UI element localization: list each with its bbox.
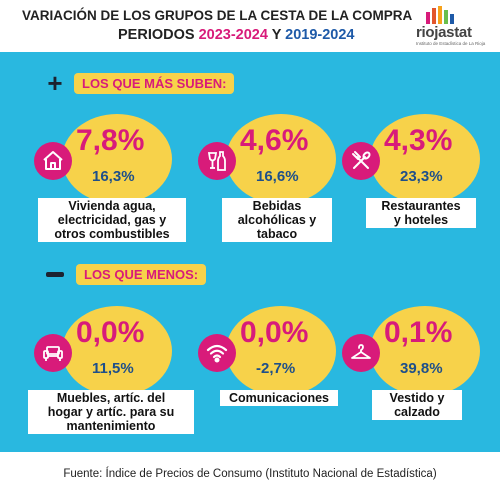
- item-bebidas: 4,6% 16,6% Bebidas alcohólicas y tabaco: [198, 114, 348, 242]
- period-long: 2019-2024: [285, 27, 355, 43]
- item-label: Vestido y calzado: [372, 390, 462, 420]
- variation-2023-2024: 4,3%: [384, 124, 453, 157]
- source-note: Fuente: Índice de Precios de Consumo (In…: [63, 468, 437, 480]
- hanger-icon: [342, 334, 380, 372]
- highlight-blob: [370, 306, 480, 396]
- item-vestido: 0,1% 39,8% Vestido y calzado: [342, 306, 492, 426]
- item-restaurantes: 4,3% 23,3% Restaurantes y hoteles: [342, 114, 492, 234]
- item-label: Bebidas alcohólicas y tabaco: [222, 198, 332, 242]
- infographic-panel: + LOS QUE MÁS SUBEN: LOS QUE MENOS: 7,8%…: [0, 52, 500, 452]
- header: VARIACIÓN DE LOS GRUPOS DE LA CESTA DE L…: [0, 0, 500, 52]
- variation-2019-2024: 23,3%: [400, 168, 443, 185]
- sofa-icon: [34, 334, 72, 372]
- highlight-blob: [62, 306, 172, 396]
- item-muebles: 0,0% 11,5% Muebles, artíc. del hogar y a…: [28, 306, 194, 434]
- logo-name: riojastat: [416, 24, 472, 41]
- minus-sign-icon: [46, 272, 64, 277]
- variation-2019-2024: 16,6%: [256, 168, 299, 185]
- highlight-blob: [370, 114, 480, 204]
- title-line-1: VARIACIÓN DE LOS GRUPOS DE LA CESTA DE L…: [22, 8, 413, 23]
- highlight-blob: [226, 114, 336, 204]
- variation-2019-2024: -2,7%: [256, 360, 296, 377]
- item-label: Muebles, artíc. del hogar y artíc. para …: [28, 390, 194, 434]
- highlight-blob: [226, 306, 336, 396]
- house-icon: [34, 142, 72, 180]
- title-prefix: PERIODOS: [118, 27, 199, 43]
- variation-2019-2024: 11,5%: [92, 360, 134, 377]
- logo-bars-icon: [426, 6, 454, 24]
- variation-2023-2024: 4,6%: [240, 124, 309, 157]
- section-down-label: LOS QUE MENOS:: [76, 264, 207, 285]
- plus-sign: +: [47, 68, 63, 98]
- cutlery-icon: [342, 142, 380, 180]
- highlight-blob: [62, 114, 172, 204]
- variation-2023-2024: 0,0%: [240, 316, 309, 349]
- variation-2023-2024: 0,1%: [384, 316, 453, 349]
- item-label: Restaurantes y hoteles: [366, 198, 476, 228]
- item-vivienda: 7,8% 16,3% Vivienda agua, electricidad, …: [34, 114, 186, 242]
- riojastat-logo: riojastat Instituto de Estadística de La…: [412, 6, 492, 50]
- period-current: 2023-2024: [198, 27, 268, 43]
- drinks-icon: [198, 142, 236, 180]
- section-up-label: LOS QUE MÁS SUBEN:: [74, 72, 235, 94]
- section-down: LOS QUE MENOS:: [46, 264, 207, 285]
- section-up: + LOS QUE MÁS SUBEN:: [44, 68, 235, 98]
- variation-2023-2024: 7,8%: [76, 124, 145, 157]
- logo-subtitle: Instituto de Estadística de La Rioja: [416, 41, 486, 46]
- wifi-icon: [198, 334, 236, 372]
- variation-2019-2024: 16,3%: [92, 168, 135, 185]
- item-comunicaciones: 0,0% -2,7% Comunicaciones: [198, 306, 348, 426]
- variation-2019-2024: 39,8%: [400, 360, 443, 377]
- variation-2023-2024: 0,0%: [76, 316, 145, 349]
- item-label: Comunicaciones: [220, 390, 338, 406]
- footer: Fuente: Índice de Precios de Consumo (In…: [0, 452, 500, 500]
- item-label: Vivienda agua, electricidad, gas y otros…: [38, 198, 186, 242]
- title-join: Y: [267, 27, 286, 43]
- title-line-2: PERIODOS 2023-2024 Y 2019-2024: [118, 27, 354, 43]
